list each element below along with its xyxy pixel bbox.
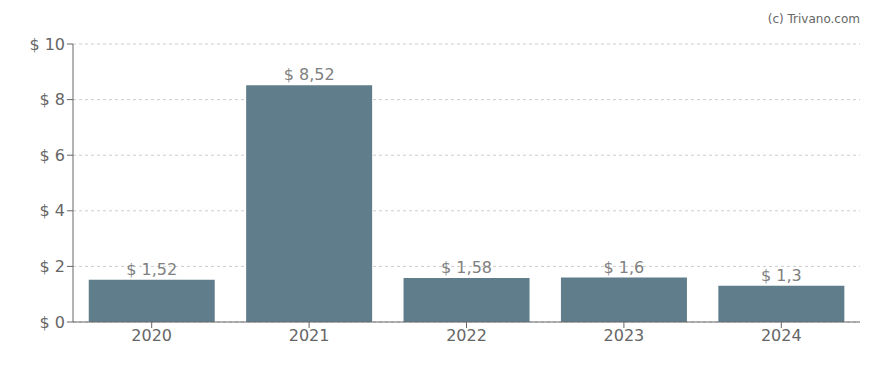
svg-text:2022: 2022 [446,326,487,345]
svg-text:$ 1,3: $ 1,3 [761,266,802,285]
svg-text:$ 1,52: $ 1,52 [126,260,177,279]
svg-text:2021: 2021 [289,326,330,345]
svg-text:$ 0: $ 0 [40,313,65,332]
svg-text:$ 2: $ 2 [40,257,65,276]
html-text:(c) Trivano.com: (c) Trivano.com [767,12,860,26]
svg-text:$ 4: $ 4 [40,201,65,220]
svg-text:2020: 2020 [131,326,172,345]
svg-text:$ 6: $ 6 [40,146,65,165]
svg-text:$ 8: $ 8 [40,90,65,109]
svg-text:$ 10: $ 10 [29,35,65,54]
svg-text:2024: 2024 [761,326,802,345]
svg-text:$ 8,52: $ 8,52 [284,65,335,84]
svg-text:$ 1,6: $ 1,6 [604,258,645,277]
svg-text:$ 1,58: $ 1,58 [441,258,492,277]
svg-text:2023: 2023 [604,326,645,345]
